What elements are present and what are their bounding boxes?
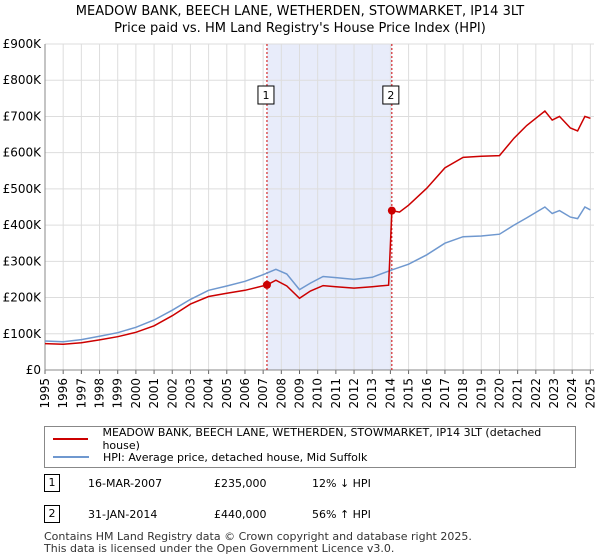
x-tick-label: 2024 xyxy=(565,378,579,409)
footer-copyright: Contains HM Land Registry data © Crown c… xyxy=(44,530,472,543)
y-tick-label: £400K xyxy=(3,218,43,232)
x-tick-label: 1997 xyxy=(74,378,88,409)
y-tick-label: £700K xyxy=(3,109,43,123)
x-tick-label: 2017 xyxy=(438,378,452,409)
legend-swatch-property xyxy=(53,438,89,440)
sale-point xyxy=(262,280,271,289)
x-tick-label: 2004 xyxy=(202,378,216,409)
x-tick-label: 2010 xyxy=(311,378,325,409)
transaction-price: £235,000 xyxy=(214,477,267,490)
x-tick-label: 2003 xyxy=(183,378,197,409)
x-tick-label: 2000 xyxy=(129,378,143,409)
legend-label-property: MEADOW BANK, BEECH LANE, WETHERDEN, STOW… xyxy=(102,426,542,452)
chart-plot: £0 £100K £200K £300K £400K £500K £600K £700K £80… xyxy=(3,37,598,409)
x-tick-label: 2021 xyxy=(511,378,525,409)
transaction-hpi-change: 56% ↑ HPI xyxy=(312,508,371,521)
x-tick-label: 2009 xyxy=(293,378,307,409)
x-tick-label: 2018 xyxy=(456,378,470,409)
chart-legend: MEADOW BANK, BEECH LANE, WETHERDEN, STOW… xyxy=(44,426,576,468)
x-tick-label: 2015 xyxy=(402,378,416,409)
x-tick-label: 2006 xyxy=(238,378,252,409)
y-tick-label: £900K xyxy=(3,37,43,51)
chart-subtitle: Price paid vs. HM Land Registry's House … xyxy=(114,21,486,36)
y-tick-label: £600K xyxy=(3,146,43,160)
x-tick-label: 2008 xyxy=(274,378,288,409)
series-line-property xyxy=(44,109,591,346)
sale-marker-box xyxy=(257,85,275,105)
chart-title: MEADOW BANK, BEECH LANE, WETHERDEN, STOW… xyxy=(75,4,525,19)
transaction-hpi-change: 12% ↓ HPI xyxy=(312,477,371,490)
x-tick-label: 2020 xyxy=(492,378,506,409)
footer-licence: This data is licensed under the Open Gov… xyxy=(44,542,395,555)
x-tick-label: 2007 xyxy=(256,378,270,409)
x-tick-label: 2014 xyxy=(383,378,397,409)
y-tick-label: £200K xyxy=(3,291,43,305)
y-tick-label: £0 xyxy=(26,363,41,377)
x-tick-label: 2001 xyxy=(147,378,161,409)
x-tick-label: 2019 xyxy=(474,378,488,409)
x-tick-label: 2022 xyxy=(529,378,543,409)
y-tick-label: £800K xyxy=(3,73,43,87)
x-tick-label: 2025 xyxy=(583,378,597,409)
transaction-date: 31-JAN-2014 xyxy=(88,508,158,521)
sale-point xyxy=(387,206,396,215)
transaction-marker: 2 xyxy=(44,505,60,523)
x-tick-label: 1996 xyxy=(56,378,70,409)
y-tick-label: £500K xyxy=(3,182,43,196)
x-tick-label: 2011 xyxy=(329,378,343,409)
legend-label-hpi: HPI: Average price, detached house, Mid … xyxy=(103,450,368,464)
legend-entry-hpi: HPI: Average price, detached house, Mid … xyxy=(53,449,367,465)
x-tick-label: 1999 xyxy=(111,378,125,409)
x-tick-label: 2016 xyxy=(420,378,434,409)
y-tick-label: £100K xyxy=(3,327,43,341)
series-line-hpi xyxy=(44,206,591,343)
x-tick-label: 1998 xyxy=(93,378,107,409)
x-tick-label: 1995 xyxy=(38,378,52,409)
x-tick-label: 2012 xyxy=(347,378,361,409)
transaction-price: £440,000 xyxy=(214,508,267,521)
legend-swatch-hpi xyxy=(53,456,89,458)
transaction-date: 16-MAR-2007 xyxy=(88,477,163,490)
sale-marker-label: 1 xyxy=(262,89,269,102)
x-tick-label: 2005 xyxy=(220,378,234,409)
shaded-ownership-span xyxy=(266,44,392,370)
sale-marker-label: 2 xyxy=(387,89,394,102)
x-tick-label: 2013 xyxy=(365,378,379,409)
sale-marker-box xyxy=(382,85,400,105)
y-tick-label: £300K xyxy=(3,254,43,268)
legend-entry-property: MEADOW BANK, BEECH LANE, WETHERDEN, STOW… xyxy=(53,426,575,452)
x-tick-label: 2002 xyxy=(165,378,179,409)
transaction-marker: 1 xyxy=(44,474,60,492)
x-tick-label: 2023 xyxy=(547,378,561,409)
